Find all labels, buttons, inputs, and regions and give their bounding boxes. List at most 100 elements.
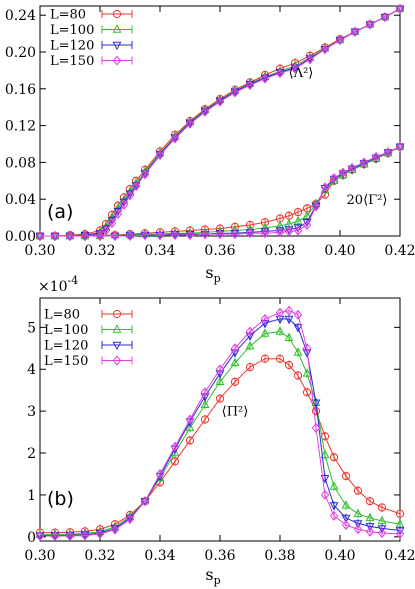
b-legend-marker (112, 355, 122, 366)
b-data-point (377, 503, 387, 512)
b-data-point (377, 525, 387, 534)
b-data-point (377, 515, 387, 525)
panel-a-xlabel-sub: p (214, 272, 221, 285)
a-data-point (395, 3, 405, 14)
a-legend-label: L=120 (50, 39, 94, 54)
b-data-point (365, 497, 375, 506)
b-data-point (341, 500, 351, 509)
b-data-point (260, 328, 270, 337)
b-data-point (341, 520, 351, 531)
a-data-point (50, 231, 60, 241)
b-data-point (284, 360, 294, 370)
a-data-point (338, 167, 348, 178)
a-ytick-label: 0.12 (5, 119, 36, 135)
a-data-point (302, 219, 312, 230)
a-data-point (200, 229, 210, 240)
a-ytick-label: 0.20 (5, 45, 36, 61)
panel-a-xlabel-main: s (205, 263, 213, 282)
a-series-line (40, 146, 401, 237)
b-data-point (302, 388, 312, 397)
panel-a-xlabel: sp (205, 263, 220, 285)
a-data-point (119, 199, 129, 210)
b-data-point (230, 377, 240, 386)
b-data-point (35, 531, 45, 541)
a-xtick-label: 0.38 (264, 243, 295, 259)
a-data-point (359, 157, 369, 168)
b-data-point (215, 376, 225, 385)
a-xtick-label: 0.40 (324, 243, 355, 259)
b-legend-label: L=120 (44, 339, 88, 354)
b-ytick-label: 2 (27, 446, 36, 462)
a-data-point (305, 54, 315, 65)
b-data-point (80, 530, 90, 541)
a-data-point (275, 227, 285, 238)
b-xtick-label: 0.36 (204, 548, 235, 564)
a-data-point (320, 182, 330, 193)
a-xtick-label: 0.36 (204, 243, 235, 259)
b-data-point (200, 387, 210, 398)
b-xtick-label: 0.40 (324, 548, 355, 564)
a-ytick-label: 0.04 (5, 192, 36, 208)
a-data-point (113, 208, 123, 219)
a-series-line (40, 146, 401, 237)
b-data-point (275, 354, 285, 363)
b-ytick-label: 3 (27, 404, 36, 420)
a-data-point (311, 201, 321, 212)
a-data-point (35, 231, 45, 241)
a-xtick-label: 0.34 (144, 243, 175, 259)
b-data-point (353, 486, 363, 495)
a-data-point (290, 63, 300, 74)
a-data-point (200, 106, 210, 117)
b-data-point (395, 528, 405, 539)
a-data-point (230, 87, 240, 98)
a-ytick-label: 0.00 (5, 229, 36, 245)
a-data-point (329, 173, 339, 184)
b-data-point (245, 340, 255, 350)
a-data-point (215, 96, 225, 107)
a-data-point (125, 190, 135, 201)
b-data-point (284, 332, 294, 342)
b-data-point (155, 468, 165, 479)
b-series-3 (35, 305, 405, 541)
a-data-point (185, 230, 195, 241)
b-data-point (341, 471, 351, 481)
b-data-point (275, 307, 285, 318)
b-data-point (200, 415, 210, 424)
b-data-point (125, 514, 135, 525)
b-data-point (293, 371, 303, 380)
b-legend-label: L=80 (44, 308, 80, 323)
b-data-point (185, 422, 195, 432)
a-data-point (95, 231, 105, 241)
b-data-point (170, 441, 180, 452)
a-data-point (275, 68, 285, 79)
b-legend-label: L=150 (44, 354, 88, 369)
a-data-point (80, 231, 90, 241)
b-legend-marker (112, 324, 122, 333)
panel-a-annotations: ⟨Λ²⟩ 20⟨Γ²⟩ (289, 66, 388, 208)
b-legend-label: L=100 (44, 323, 88, 338)
b-data-point (353, 508, 363, 517)
a-ytick-label: 0.08 (5, 155, 36, 171)
a-data-point (395, 141, 405, 152)
b-data-point (200, 399, 210, 409)
b-series-line (39, 330, 401, 536)
a-data-point (260, 228, 270, 239)
b-data-point (284, 305, 294, 316)
a-series-4 (35, 142, 405, 241)
a-data-point (335, 35, 345, 46)
b-data-point (260, 354, 270, 363)
b-data-point (311, 399, 321, 409)
a-series-line (40, 146, 401, 237)
b-data-point (275, 326, 285, 335)
b-legend-marker (112, 341, 122, 351)
b-data-point (320, 449, 330, 459)
a-data-point (380, 12, 390, 23)
a-xtick-label: 0.32 (84, 243, 115, 259)
a-data-point (107, 218, 117, 229)
b-xtick-label: 0.38 (264, 548, 295, 564)
a-xtick-label: 0.30 (24, 243, 55, 259)
b-legend-marker (112, 309, 122, 319)
b-data-point (284, 315, 294, 325)
